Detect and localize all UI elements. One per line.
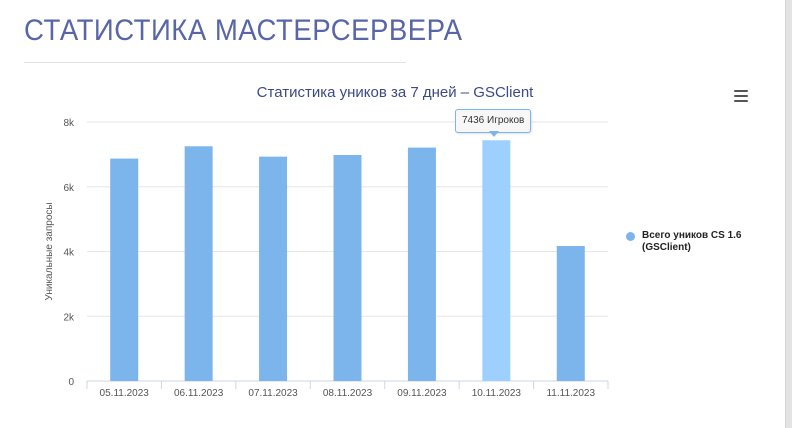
page-scroll-edge [785, 0, 792, 428]
bar[interactable] [556, 245, 585, 381]
x-tick-label: 06.11.2023 [174, 388, 224, 399]
bar[interactable] [184, 146, 213, 381]
x-tick-label: 10.11.2023 [472, 388, 522, 399]
bar[interactable] [259, 156, 288, 381]
menu-line [734, 90, 748, 92]
bar[interactable] [110, 158, 139, 381]
bar[interactable] [482, 140, 511, 381]
x-tick-label: 07.11.2023 [248, 388, 298, 399]
chart-legend[interactable]: Всего уников CS 1.6 (GSClient) [626, 230, 756, 254]
x-tick-label: 11.11.2023 [546, 388, 595, 399]
menu-line [734, 95, 748, 97]
title-divider [24, 62, 406, 63]
y-tick-label: 0 [68, 377, 74, 388]
x-tick-label: 09.11.2023 [397, 388, 447, 399]
chart-tooltip: 7436 Игроков [455, 109, 532, 133]
y-tick-label: 8k [63, 118, 75, 129]
menu-line [734, 100, 748, 102]
hamburger-menu-icon[interactable] [734, 90, 748, 102]
page-title: СТАТИСТИКА МАСТЕРСЕРВЕРА [24, 14, 463, 47]
chart-title: Статистика уников за 7 дней – GSClient [0, 84, 792, 101]
legend-marker [626, 232, 635, 241]
chart-title-text: Статистика уников за 7 дней – GSClient [256, 84, 534, 101]
bar[interactable] [407, 147, 436, 381]
bar[interactable] [333, 155, 362, 381]
y-tick-label: 4k [63, 248, 75, 259]
x-tick-label: 05.11.2023 [100, 388, 150, 399]
y-tick-label: 2k [63, 312, 75, 323]
tooltip-pointer [489, 131, 499, 137]
y-axis-title: Уникальные запросы [44, 202, 55, 300]
legend-label: Всего уников CS 1.6 (GSClient) [642, 230, 742, 253]
x-tick-label: 08.11.2023 [323, 388, 373, 399]
y-tick-label: 6k [63, 183, 75, 194]
